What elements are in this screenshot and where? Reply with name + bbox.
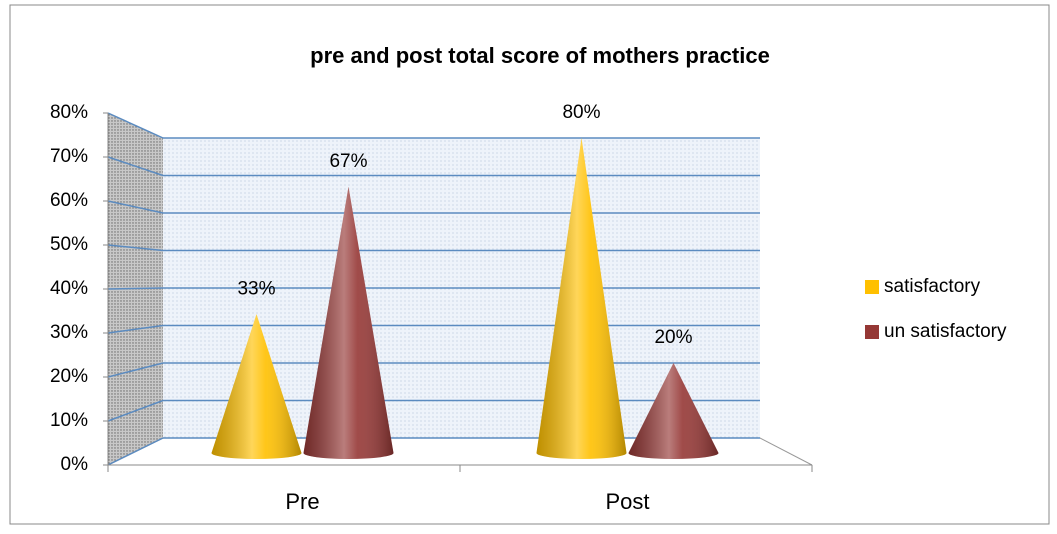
side-grid-line <box>107 287 164 290</box>
y-tick-label: 50% <box>50 234 88 255</box>
side-grid-line <box>107 156 164 177</box>
x-tick-label: Post <box>605 489 649 514</box>
legend-label: un satisfactory <box>884 321 1007 342</box>
y-tick-label: 80% <box>50 102 88 123</box>
y-tick-label: 10% <box>50 410 88 431</box>
data-label: 20% <box>654 327 692 348</box>
side-grid-line <box>107 399 164 422</box>
data-label: 67% <box>329 151 367 172</box>
y-tick-label: 20% <box>50 366 88 387</box>
side-grid-line <box>107 244 164 252</box>
legend-label: satisfactory <box>884 276 981 297</box>
y-tick-label: 40% <box>50 278 88 299</box>
side-grid-line <box>107 324 164 334</box>
data-label: 80% <box>562 102 600 123</box>
data-label: 33% <box>237 278 275 299</box>
legend-swatch <box>865 280 879 294</box>
legend-swatch <box>865 325 879 339</box>
y-tick-label: 70% <box>50 146 88 167</box>
y-tick-label: 60% <box>50 190 88 211</box>
cone-shine <box>303 186 394 459</box>
cone-shine <box>536 138 627 459</box>
side-grid-line <box>107 437 164 466</box>
side-grid-line <box>107 112 164 139</box>
cone-shine <box>211 314 302 459</box>
y-tick-label: 30% <box>50 322 88 343</box>
x-tick-label: Pre <box>285 489 319 514</box>
cone-shine <box>628 363 719 459</box>
y-tick-label: 0% <box>61 454 89 475</box>
side-grid-line <box>107 200 164 214</box>
chart-title: pre and post total score of mothers prac… <box>310 43 770 68</box>
side-grid-line <box>107 362 164 378</box>
